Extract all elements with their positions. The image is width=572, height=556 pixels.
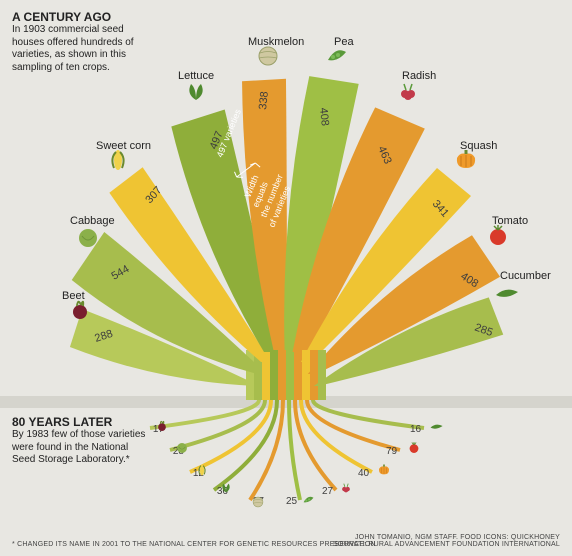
neck-cucumber (318, 350, 326, 400)
cucumber-icon (496, 290, 518, 297)
neck-tomato (310, 350, 318, 400)
sweetcorn-icon (112, 150, 123, 170)
pea-icon (304, 497, 314, 503)
neck-lettuce (270, 350, 278, 400)
pea-icon (328, 50, 346, 60)
value-1903-pea: 408 (317, 107, 331, 127)
beet-icon (73, 302, 87, 319)
radish-icon (401, 84, 415, 100)
value-1983-radish: 27 (322, 486, 334, 497)
neck-pea (286, 350, 294, 400)
cabbage-icon (177, 443, 187, 453)
neck-sweetcorn (262, 350, 270, 400)
neck-muskmelon (278, 350, 286, 400)
value-1983-pea: 25 (286, 496, 298, 507)
lettuce-icon (189, 84, 202, 100)
neck-radish (294, 350, 302, 400)
value-1903-muskmelon: 338 (257, 91, 271, 111)
radish-icon (342, 484, 350, 493)
neck-squash (302, 350, 310, 400)
value-1983-squash: 40 (358, 468, 370, 479)
cucumber-icon (431, 425, 443, 429)
muskmelon-icon (259, 47, 277, 65)
cabbage-icon (79, 229, 97, 247)
sweetcorn-icon (199, 465, 205, 476)
tomato-icon (410, 442, 419, 453)
tomato-icon (490, 225, 506, 245)
muskmelon-icon (253, 497, 263, 507)
variety-tree-chart: 2881754428307124973633827408254632734140… (0, 0, 572, 556)
value-1983-tomato: 79 (386, 446, 398, 457)
squash-icon (457, 150, 475, 168)
beet-icon (158, 421, 166, 430)
squash-icon (379, 465, 389, 475)
value-1983-cucumber: 16 (410, 424, 422, 435)
